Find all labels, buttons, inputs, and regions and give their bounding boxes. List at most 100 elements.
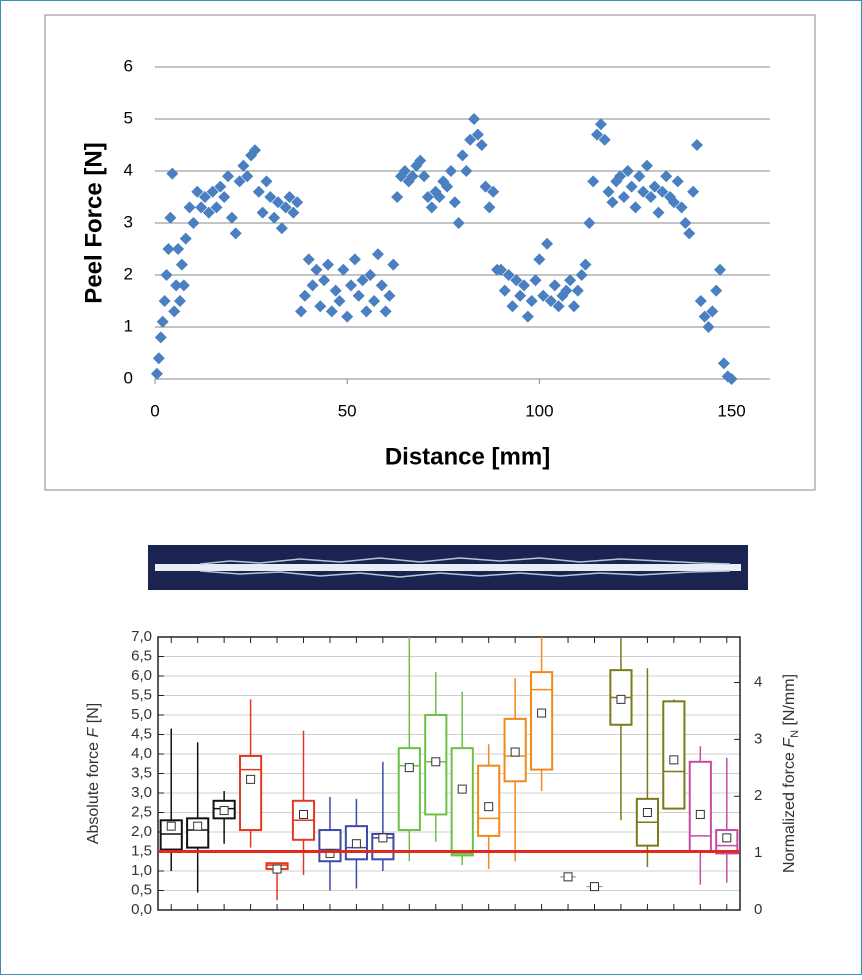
point	[229, 227, 242, 240]
point	[160, 269, 173, 281]
y-tick-label: 2,0	[131, 823, 152, 840]
point	[537, 289, 550, 302]
point	[341, 310, 354, 323]
point	[177, 279, 190, 292]
mean	[642, 808, 652, 817]
box	[477, 764, 501, 837]
y-tick-label: 7,0	[131, 628, 152, 645]
point	[175, 258, 188, 271]
point	[644, 191, 657, 203]
point	[594, 118, 607, 131]
point	[667, 196, 680, 209]
point	[156, 315, 169, 328]
point	[687, 185, 700, 198]
point	[606, 196, 619, 209]
point	[225, 211, 238, 224]
point	[717, 357, 730, 370]
y-axis-label: Peel Force [N]	[80, 142, 107, 303]
y2-tick-label: 3	[754, 730, 762, 747]
point	[218, 191, 231, 203]
point	[544, 295, 557, 307]
point	[170, 279, 183, 292]
point	[172, 243, 185, 255]
point	[529, 274, 542, 287]
point	[233, 175, 246, 188]
point	[152, 352, 165, 365]
y2-axis-label-part: [N/mm]	[781, 674, 798, 730]
point	[671, 175, 684, 188]
point	[694, 295, 707, 307]
y-tick-label: 4	[124, 160, 133, 179]
point	[579, 258, 592, 271]
point	[248, 144, 261, 157]
point	[379, 305, 392, 318]
point	[383, 289, 396, 302]
point	[541, 237, 554, 250]
point	[314, 300, 327, 313]
point	[471, 128, 484, 141]
point	[191, 185, 204, 198]
point	[166, 167, 179, 180]
y-tick-label: 2	[124, 264, 133, 283]
point	[683, 227, 696, 240]
point	[710, 284, 723, 297]
point	[187, 217, 200, 229]
point	[387, 258, 400, 271]
point	[154, 331, 167, 344]
point	[675, 201, 688, 214]
point	[368, 295, 381, 307]
point	[360, 305, 373, 318]
x-tick-label: 100	[525, 401, 553, 420]
point	[268, 211, 281, 224]
point	[521, 310, 534, 323]
y-tick-label: 1	[124, 316, 133, 335]
mean	[695, 809, 705, 819]
box	[239, 754, 263, 832]
point	[641, 159, 653, 172]
point	[179, 232, 192, 245]
y-tick-label: 4,0	[131, 745, 152, 762]
point	[637, 185, 650, 198]
point	[702, 321, 715, 333]
point	[633, 170, 646, 183]
mean	[616, 694, 626, 704]
point	[506, 300, 519, 313]
point	[150, 367, 163, 380]
point	[452, 217, 465, 229]
photo-strip	[155, 564, 741, 571]
y2-tick-label: 1	[754, 844, 762, 861]
point	[275, 222, 288, 235]
y-tick-label: 3	[124, 212, 133, 231]
point	[375, 279, 388, 292]
box	[662, 700, 686, 810]
point	[591, 128, 604, 141]
point	[690, 139, 703, 151]
point	[441, 180, 454, 193]
y-tick-label: 0,5	[131, 881, 152, 898]
x-tick-label: 0	[150, 401, 159, 420]
point	[398, 165, 411, 177]
mean	[537, 708, 547, 718]
point	[518, 279, 530, 292]
point	[479, 180, 492, 193]
point	[629, 201, 642, 214]
point	[533, 253, 546, 266]
y2-axis-label-part: N	[789, 730, 801, 738]
point	[164, 211, 177, 224]
point	[406, 170, 419, 183]
mean	[590, 882, 599, 892]
point	[598, 133, 611, 146]
point	[210, 201, 223, 214]
y-tick-label: 1,0	[131, 862, 152, 879]
box	[186, 817, 210, 849]
point	[237, 159, 250, 172]
point	[302, 253, 315, 266]
point	[656, 185, 669, 198]
mean	[246, 774, 256, 784]
mean	[325, 848, 335, 858]
point	[706, 305, 719, 318]
y-tick-label: 6	[124, 56, 133, 75]
point	[418, 170, 431, 183]
